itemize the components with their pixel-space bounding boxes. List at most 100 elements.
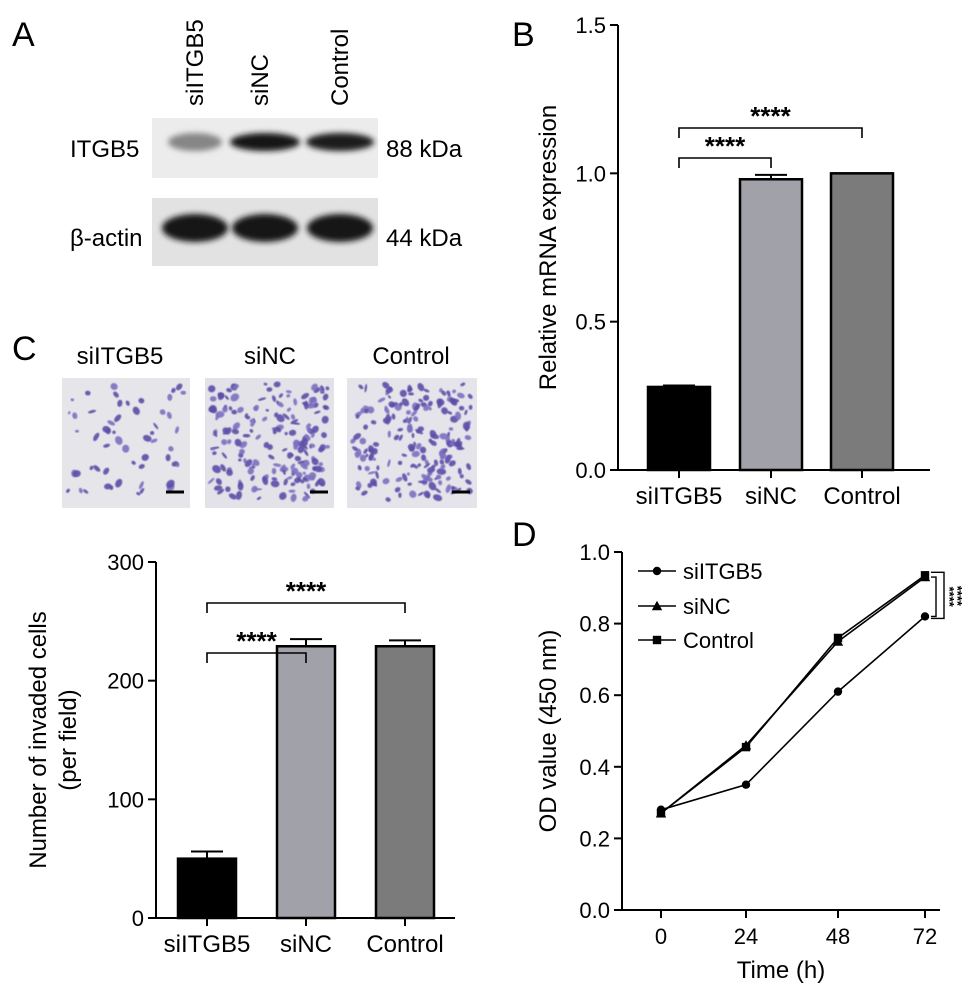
y-tick-label: 0.0 bbox=[575, 458, 606, 483]
data-point bbox=[652, 635, 662, 645]
stained-cell bbox=[253, 404, 259, 411]
stained-cell bbox=[239, 448, 245, 455]
stained-cell bbox=[352, 446, 359, 452]
size-label-88: 88 kDa bbox=[386, 136, 463, 163]
stained-cell bbox=[311, 432, 315, 438]
stained-cell bbox=[166, 479, 175, 489]
blot-band bbox=[306, 133, 374, 151]
stained-cell bbox=[417, 491, 424, 496]
stained-cell bbox=[417, 480, 428, 484]
stained-cell bbox=[433, 494, 443, 502]
stained-cell bbox=[413, 441, 417, 447]
stained-cell bbox=[301, 443, 308, 450]
y-tick-label: 300 bbox=[107, 550, 144, 575]
stained-cell bbox=[266, 387, 273, 392]
stained-cell bbox=[303, 449, 309, 457]
stained-cell bbox=[406, 472, 410, 476]
stained-cell bbox=[159, 409, 166, 415]
y-tick-label: 200 bbox=[107, 669, 144, 694]
invasion-micrographs: siITGB5 siNC Control bbox=[62, 343, 477, 508]
stained-cell bbox=[110, 383, 118, 390]
legend-label: Control bbox=[683, 628, 754, 653]
stained-cell bbox=[302, 477, 308, 481]
stained-cell bbox=[244, 459, 253, 468]
stained-cell bbox=[165, 454, 171, 462]
stained-cell bbox=[436, 468, 447, 475]
stained-cell bbox=[247, 467, 254, 475]
y-axis-label: Relative mRNA expression bbox=[535, 105, 562, 390]
stained-cell bbox=[263, 382, 268, 386]
stained-cell bbox=[397, 427, 404, 432]
stained-cell bbox=[377, 397, 386, 403]
stained-cell bbox=[235, 490, 242, 500]
stained-cell bbox=[399, 389, 407, 397]
stained-cell bbox=[217, 488, 224, 495]
stained-cell bbox=[72, 412, 78, 419]
stained-cell bbox=[382, 478, 390, 485]
stained-cell bbox=[408, 392, 414, 396]
series-line bbox=[660, 615, 926, 811]
legend-label: siITGB5 bbox=[683, 559, 762, 584]
stained-cell bbox=[387, 430, 391, 438]
stained-cell bbox=[291, 422, 301, 425]
stained-cell bbox=[310, 397, 318, 404]
stained-cell bbox=[385, 497, 391, 502]
stained-cell bbox=[268, 454, 275, 460]
data-point bbox=[656, 809, 666, 818]
significance-bracket bbox=[206, 652, 307, 663]
stained-cell bbox=[275, 426, 282, 433]
y-axis-label: OD value (450 nm) bbox=[535, 630, 562, 833]
panel-letter-b: B bbox=[512, 16, 535, 54]
stained-cell bbox=[376, 465, 380, 471]
x-tick-label: siITGB5 bbox=[164, 931, 251, 958]
x-tick-label: Control bbox=[366, 931, 443, 958]
blot-band bbox=[232, 214, 298, 242]
stained-cell bbox=[286, 407, 292, 412]
data-point bbox=[833, 687, 843, 696]
stained-cell bbox=[448, 460, 456, 467]
stained-cell bbox=[448, 427, 454, 431]
stained-cell bbox=[213, 485, 223, 491]
stained-cell bbox=[439, 388, 443, 393]
stained-cell bbox=[114, 436, 123, 445]
stained-cell bbox=[410, 410, 418, 417]
stained-cell bbox=[413, 416, 419, 422]
stained-cell bbox=[221, 439, 228, 446]
stained-cell bbox=[322, 405, 330, 410]
stained-cell bbox=[208, 385, 216, 393]
stained-cell bbox=[366, 406, 375, 414]
y-tick-label: 0.6 bbox=[579, 683, 610, 708]
stained-cell bbox=[83, 489, 89, 494]
stained-cell bbox=[314, 410, 321, 414]
stained-cell bbox=[303, 491, 311, 499]
stained-cell bbox=[270, 480, 280, 488]
stained-cell bbox=[411, 450, 420, 458]
stained-cell bbox=[257, 397, 267, 401]
stained-cell bbox=[288, 429, 297, 436]
stained-cell bbox=[224, 395, 229, 400]
stained-cell bbox=[282, 448, 288, 452]
stained-cell bbox=[180, 390, 187, 395]
stained-cell bbox=[210, 447, 216, 451]
blot-band bbox=[307, 214, 373, 242]
stained-cell bbox=[397, 460, 403, 466]
stained-cell bbox=[454, 411, 462, 421]
stained-cell bbox=[364, 408, 369, 414]
stained-cell bbox=[176, 463, 180, 468]
stained-cell bbox=[103, 443, 110, 448]
lane-label-1: siITGB5 bbox=[182, 19, 209, 106]
stained-cell bbox=[209, 396, 217, 402]
stained-cell bbox=[293, 398, 298, 406]
stained-cell bbox=[250, 421, 255, 427]
stained-cell bbox=[234, 383, 239, 388]
stained-cell bbox=[122, 444, 130, 453]
stained-cell bbox=[75, 429, 79, 433]
data-point bbox=[651, 600, 663, 611]
stained-cell bbox=[297, 476, 302, 482]
stained-cell bbox=[131, 460, 136, 465]
stained-cell bbox=[320, 385, 325, 392]
x-tick-label: Control bbox=[823, 483, 900, 510]
y-tick-label: 0.5 bbox=[575, 310, 606, 335]
lane-label-3: Control bbox=[327, 29, 354, 106]
stained-cell bbox=[417, 383, 425, 392]
